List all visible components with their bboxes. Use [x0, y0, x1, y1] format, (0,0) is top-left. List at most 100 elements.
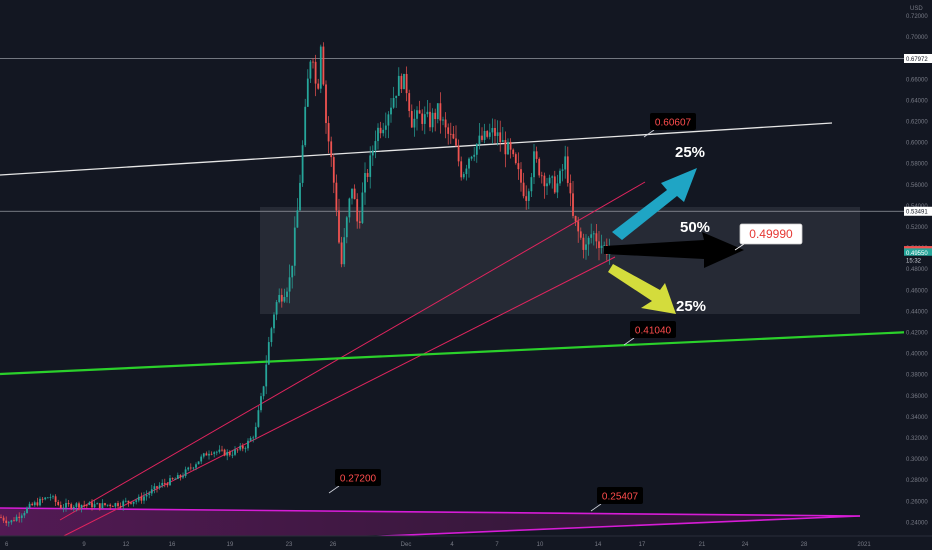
x-tick-label: 9 — [82, 542, 86, 548]
candle-body — [291, 265, 294, 278]
candle-body — [494, 127, 496, 136]
candle-body — [434, 112, 437, 120]
callout-box — [335, 469, 381, 486]
callout-value: 0.60607 — [655, 118, 692, 129]
price-callout: 0.41040 — [623, 321, 676, 346]
candle-body — [218, 449, 221, 452]
candle-body — [598, 241, 600, 248]
price-callout: 0.27200 — [328, 469, 381, 494]
price-tag-value: 0.67972 — [906, 57, 928, 63]
callout-pointer — [328, 485, 340, 494]
candle-body — [338, 210, 340, 243]
callout-pointer — [643, 129, 655, 138]
candle-body — [265, 364, 268, 387]
callout-value: 0.49990 — [749, 227, 793, 241]
candle-body — [132, 501, 135, 504]
candle-body — [262, 386, 265, 397]
candle-body — [587, 237, 590, 245]
channel-lower-line — [39, 256, 616, 549]
candle-body — [213, 452, 216, 454]
candle-body — [247, 440, 249, 449]
candle-body — [57, 501, 60, 505]
candle-body — [182, 476, 184, 478]
candle-body — [499, 132, 502, 143]
arrow-percent-label: 50% — [680, 219, 710, 236]
candle-body — [332, 157, 335, 183]
candle-body — [127, 500, 130, 503]
candle-body — [442, 119, 444, 121]
candle-body — [374, 141, 377, 151]
candle-body — [387, 114, 390, 126]
price-axis[interactable]: USD0.720000.700000.680000.660000.640000.… — [904, 0, 932, 536]
candle-body — [135, 500, 138, 502]
y-tick-label: 0.24000 — [906, 520, 928, 526]
candle-body — [257, 410, 260, 427]
candle-body — [67, 502, 70, 505]
candle-body — [403, 73, 405, 90]
candle-body — [109, 504, 112, 507]
y-tick-label: 0.58000 — [906, 162, 928, 168]
candle-body — [600, 245, 603, 248]
x-tick-label: 19 — [227, 542, 234, 548]
y-tick-label: 0.66000 — [906, 77, 928, 83]
candle-body — [137, 496, 140, 501]
candle-body — [49, 497, 52, 498]
candle-body — [473, 154, 476, 157]
candle-body — [293, 227, 296, 266]
candle-body — [5, 520, 8, 524]
candle-body — [530, 177, 533, 192]
candle-body — [226, 451, 229, 456]
x-tick-label: 14 — [595, 542, 602, 548]
candle-body — [421, 113, 424, 124]
candle-body — [496, 132, 499, 136]
candle-body — [278, 294, 281, 303]
candle-body — [501, 140, 504, 143]
y-tick-label: 0.70000 — [906, 35, 928, 41]
candle-body — [447, 127, 450, 134]
y-tick-label: 0.42000 — [906, 331, 928, 337]
candle-body — [449, 133, 452, 135]
x-tick-label: 10 — [537, 542, 544, 548]
candle-body — [15, 516, 18, 521]
candle-body — [10, 520, 13, 523]
candle-body — [358, 221, 361, 223]
x-tick-label: 26 — [330, 542, 337, 548]
candle-body — [413, 118, 416, 128]
callout-box — [739, 223, 803, 245]
time-axis[interactable]: 6 9 12 16 19 23 26 Dec 4 7 10 14 17 21 24 28 2021 — [0, 535, 932, 550]
currency-label: USD — [910, 6, 923, 12]
candle-body — [241, 445, 244, 449]
candle-body — [330, 141, 333, 158]
candle-body — [104, 503, 106, 506]
candle-body — [140, 496, 143, 501]
y-tick-label: 0.26000 — [906, 499, 928, 505]
candle-body — [525, 196, 528, 201]
candle-body — [429, 111, 431, 128]
candle-body — [325, 84, 327, 124]
candle-body — [33, 502, 36, 506]
candle-body — [176, 475, 179, 479]
candle-body — [592, 233, 595, 235]
candle-body — [564, 156, 567, 170]
callout-value: 0.41040 — [635, 326, 672, 337]
candle-body — [509, 141, 512, 150]
candle-body — [83, 504, 86, 506]
channel-upper-line — [59, 181, 646, 521]
candle-body — [96, 503, 99, 505]
candle-body — [533, 151, 535, 178]
y-tick-label: 0.36000 — [906, 394, 928, 400]
x-tick-label: 4 — [450, 542, 454, 548]
candle-body — [566, 156, 569, 183]
candle-body — [101, 503, 104, 509]
candle-body — [306, 78, 309, 107]
candle-body — [288, 277, 291, 292]
candle-body — [319, 46, 322, 89]
candle-body — [559, 170, 561, 184]
candle-body — [111, 506, 114, 507]
candle-body — [486, 130, 489, 137]
candle-body — [400, 75, 403, 90]
candle-body — [475, 143, 478, 155]
candle-body — [252, 437, 255, 439]
candle-body — [436, 103, 439, 120]
